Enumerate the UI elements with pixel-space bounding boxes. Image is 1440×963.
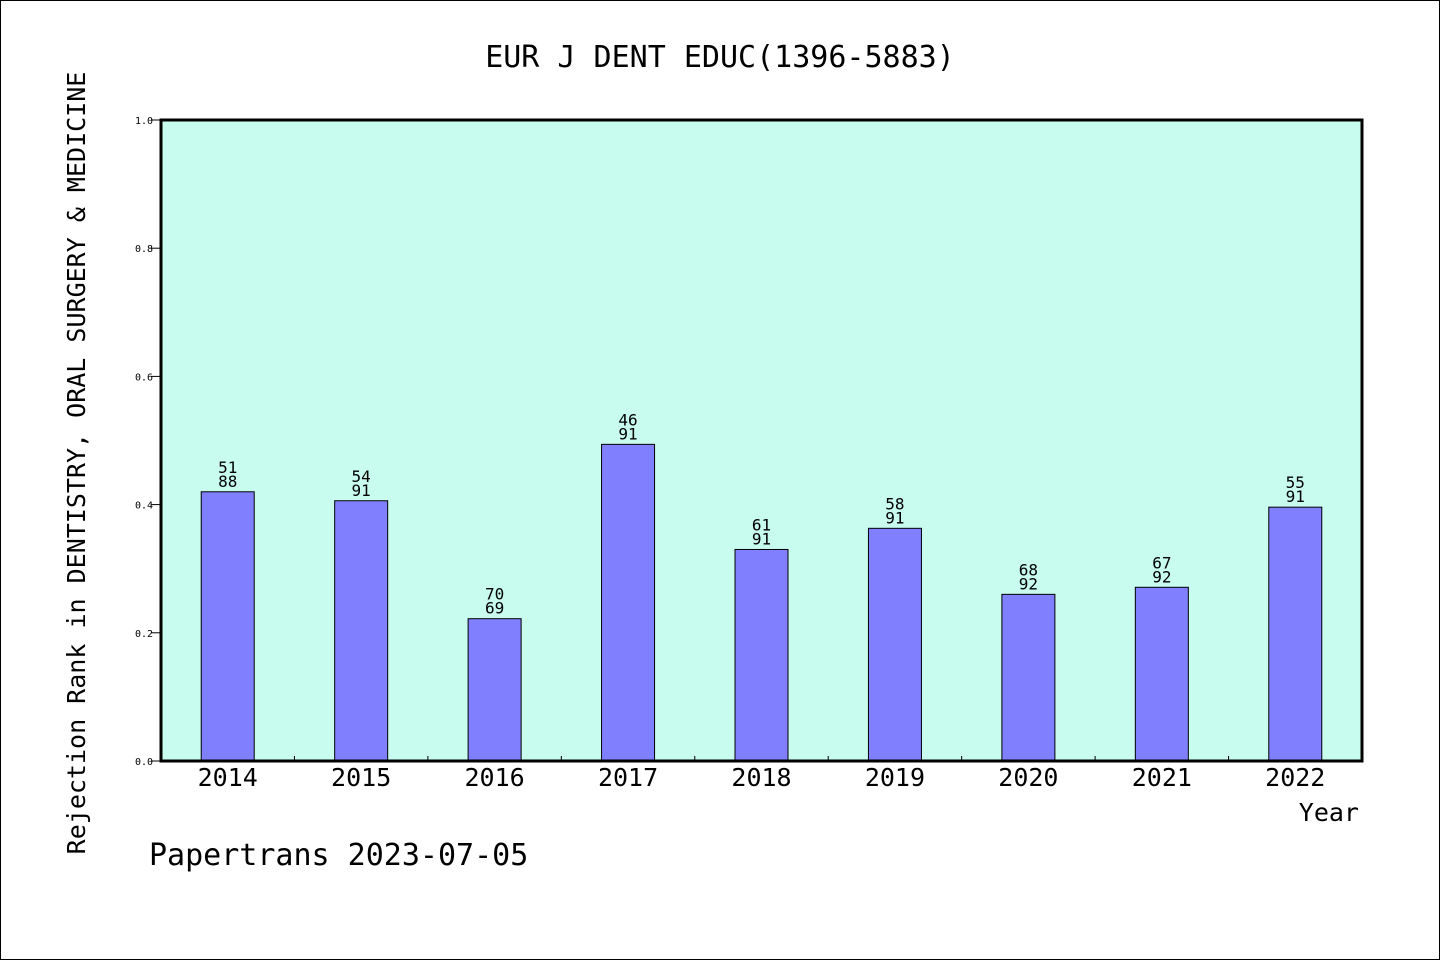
y-tick-label: 0.2 bbox=[135, 629, 153, 640]
bar bbox=[200, 491, 255, 762]
bar bbox=[734, 548, 789, 762]
bar-label-bottom: 91 bbox=[1286, 487, 1305, 506]
bar bbox=[1134, 586, 1189, 762]
x-tick-label: 2016 bbox=[465, 763, 525, 792]
x-tick-label: 2022 bbox=[1265, 763, 1325, 792]
y-tick-label: 0.4 bbox=[135, 501, 153, 512]
bar-label-bottom: 91 bbox=[752, 529, 771, 548]
bar-label-bottom: 88 bbox=[218, 472, 237, 491]
bar bbox=[1268, 506, 1323, 762]
bar bbox=[334, 500, 389, 762]
y-axis-label: Rejection Rank in DENTISTRY, ORAL SURGER… bbox=[62, 72, 91, 855]
y-tick-label: 0.8 bbox=[135, 244, 153, 255]
bar-label-bottom: 91 bbox=[352, 481, 371, 500]
bar-label-top: 51 bbox=[218, 458, 237, 477]
x-tick-label: 2015 bbox=[331, 763, 391, 792]
footer-credit: Papertrans 2023-07-05 bbox=[149, 838, 528, 873]
x-tick-label: 2021 bbox=[1132, 763, 1192, 792]
bar-label-top: 54 bbox=[352, 467, 371, 486]
bar-label-top: 67 bbox=[1152, 553, 1171, 572]
x-axis-ticks: 2014 2015 2016 2017 2018 2019 2020 2021 2022 bbox=[198, 756, 1325, 792]
bar-label-bottom: 91 bbox=[885, 508, 904, 527]
bar bbox=[601, 443, 656, 762]
x-tick-label: 2019 bbox=[865, 763, 925, 792]
x-tick-label: 2017 bbox=[598, 763, 658, 792]
bar-label-top: 68 bbox=[1019, 560, 1038, 579]
y-tick-label: 0.6 bbox=[135, 372, 153, 383]
x-tick-label: 2018 bbox=[731, 763, 791, 792]
y-tick-label: 1.0 bbox=[135, 116, 153, 127]
plot-border bbox=[159, 118, 1364, 763]
bar-label-bottom: 92 bbox=[1019, 574, 1038, 593]
y-axis-ticks: 0.0 0.2 0.4 0.6 0.8 1.0 bbox=[135, 116, 161, 768]
bar-label-top: 70 bbox=[485, 585, 504, 604]
chart-title: EUR J DENT EDUC(1396-5883) bbox=[485, 40, 955, 75]
bar-label-top: 58 bbox=[885, 494, 904, 513]
x-axis-label: Year bbox=[1299, 798, 1359, 827]
x-tick-label: 2020 bbox=[998, 763, 1058, 792]
bar-label-bottom: 69 bbox=[485, 599, 504, 618]
bar bbox=[867, 527, 922, 762]
bar-label-top: 55 bbox=[1286, 473, 1305, 492]
bar-label-top: 46 bbox=[618, 410, 637, 429]
x-tick-label: 2014 bbox=[198, 763, 258, 792]
bar bbox=[467, 618, 522, 762]
bar-label-bottom: 92 bbox=[1152, 567, 1171, 586]
bar-label-top: 61 bbox=[752, 515, 771, 534]
bar bbox=[1001, 593, 1056, 762]
bar-label-bottom: 91 bbox=[618, 424, 637, 443]
y-tick-label: 0.0 bbox=[135, 757, 153, 768]
